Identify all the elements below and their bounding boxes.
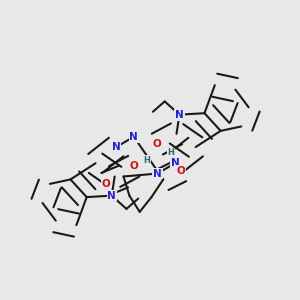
Text: O: O — [129, 161, 138, 171]
Text: O: O — [101, 179, 110, 189]
Text: N: N — [107, 190, 116, 201]
Text: O: O — [153, 139, 162, 149]
Text: N: N — [175, 110, 184, 120]
Text: H: H — [144, 156, 151, 165]
Text: N: N — [129, 132, 138, 142]
Text: H: H — [167, 148, 174, 158]
Text: N: N — [153, 169, 162, 178]
Text: N: N — [112, 142, 121, 152]
Text: N: N — [171, 158, 179, 168]
Text: O: O — [176, 166, 185, 176]
